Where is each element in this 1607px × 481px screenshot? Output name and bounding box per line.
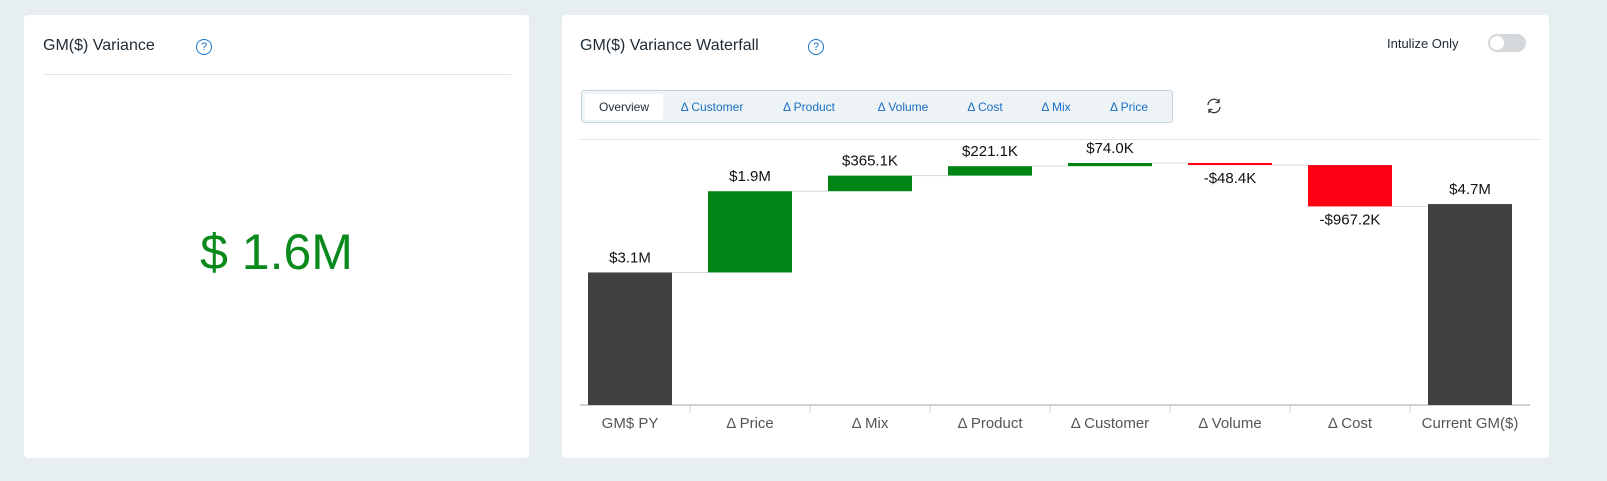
data-label: $1.9M	[729, 168, 771, 185]
data-label: -$967.2K	[1320, 211, 1381, 228]
tab[interactable]: Δ Volume	[877, 99, 929, 114]
tab[interactable]: Δ Cost	[967, 99, 1003, 114]
x-tick-label: Δ Customer	[1071, 415, 1149, 432]
x-tick-label: Δ Volume	[1198, 415, 1261, 432]
help-icon[interactable]: ?	[808, 39, 824, 55]
toggle[interactable]	[1488, 34, 1526, 52]
bar	[948, 166, 1032, 176]
bar	[588, 272, 672, 405]
help-icon[interactable]: ?	[196, 39, 212, 55]
divider	[43, 74, 511, 75]
x-tick-label: Δ Product	[957, 415, 1023, 432]
bar	[708, 191, 792, 273]
x-tick-label: GM$ PY	[602, 415, 659, 432]
variance-card: GM($) Variance ? $ 1.6M	[24, 15, 529, 458]
bar	[828, 175, 912, 192]
card-title: GM($) Variance	[43, 37, 155, 54]
variance-value: $ 1.6M	[200, 224, 353, 280]
x-tick-label: Δ Price	[726, 415, 774, 432]
data-label: $3.1M	[609, 249, 651, 266]
bar	[1428, 204, 1512, 405]
data-label: $221.1K	[962, 143, 1018, 160]
tab[interactable]: Δ Price	[1109, 99, 1149, 114]
bar	[1188, 163, 1272, 166]
toggle-knob	[1490, 36, 1504, 50]
card-title: GM($) Variance Waterfall	[580, 37, 759, 54]
tab[interactable]: Overview	[585, 93, 663, 120]
tab[interactable]: Δ Product	[782, 99, 836, 114]
data-label: $74.0K	[1086, 140, 1134, 157]
x-tick-label: Current GM($)	[1422, 415, 1519, 432]
data-label: $4.7M	[1449, 181, 1491, 198]
tab-bar: Overview Δ Customer Δ Product Δ Volume Δ Cos…	[581, 90, 1173, 123]
bar	[1308, 165, 1392, 207]
bar	[1068, 163, 1152, 167]
tab[interactable]: Δ Customer	[680, 99, 744, 114]
toggle-label: Intulize Only	[1387, 36, 1459, 51]
x-tick-label: Δ Mix	[852, 415, 889, 432]
data-label: -$48.4K	[1204, 170, 1257, 187]
refresh-icon[interactable]	[1204, 96, 1224, 116]
divider	[580, 139, 1540, 140]
x-tick-label: Δ Cost	[1328, 415, 1373, 432]
tab[interactable]: Δ Mix	[1041, 99, 1071, 114]
data-label: $365.1K	[842, 153, 898, 170]
